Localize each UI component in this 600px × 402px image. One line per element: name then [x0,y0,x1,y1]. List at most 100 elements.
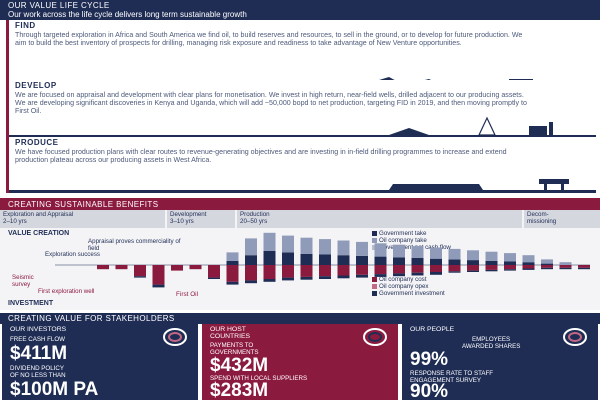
phase-development-name: Development [170,211,207,218]
bar-government-take [504,261,516,265]
develop-rig-illustration [9,116,596,138]
phase-development-years: 3–10 yrs [170,218,194,225]
phase-production-name: Production [240,211,270,218]
bar-oil-company-cost [448,265,461,272]
bar-government-investment [245,280,257,284]
spend-label: SPEND WITH LOCAL SUPPLIERS [210,375,308,382]
fcf-value: $411M [10,343,68,364]
produce-panel: PRODUCE We have focused production plans… [6,137,596,193]
bar-government-investment [504,269,516,271]
bar-oil-company-take [319,239,331,255]
bar-government-investment [282,277,294,281]
stakeholders-band: CREATING VALUE FOR STAKEHOLDERS [0,313,600,324]
people-card: OUR PEOPLE EMPLOYEES AWARDED SHARES 99% … [402,324,598,401]
phase-decommissioning: Decom- missioning [524,210,600,228]
phase-development: Development 3–10 yrs [167,210,235,228]
bar-government-investment [263,279,276,282]
bar-government-investment [356,274,368,278]
phase-exploration-years: 2–10 yrs [3,218,27,225]
bar-oil-company-take [467,250,479,261]
phase-decom-name: Decom- [527,211,549,218]
payments-value: $432M [210,355,269,376]
bar-government-take [541,263,553,265]
bar-government-investment [578,267,590,270]
investment-label: INVESTMENT [8,300,54,307]
bar-government-take [300,253,313,265]
employees-value: 99% [410,349,449,370]
response-label-1: RESPONSE RATE TO STAFF [410,370,494,377]
bar-oil-company-take [263,232,276,251]
bar-oil-company-cost [171,265,183,271]
payments-label-2: GOVERNMENTS [210,349,259,356]
bar-government-investment [448,271,461,273]
stakeholders-cards: OUR INVESTORS FREE CASH FLOW $411M DIVID… [0,324,600,401]
bar-oil-company-take [559,262,572,265]
bar-government-investment [226,281,239,285]
value-creation-label: VALUE CREATION [8,230,70,237]
produce-vessel-illustration [9,179,596,193]
bar-government-investment [559,267,572,270]
bar-government-investment [319,276,331,279]
dividend-label-1: DIVIDEND POLICY [10,365,64,372]
benefits-chart-area: Exploration and Appraisal 2–10 yrs Devel… [0,210,600,310]
bar-oil-company-take [504,253,516,262]
bar-government-investment [300,276,313,280]
investors-title: OUR INVESTORS [10,326,67,333]
bar-oil-company-cost [578,265,590,268]
company-logo-icon [363,328,387,346]
bar-oil-company-cost [226,265,239,282]
bar-government-investment [485,269,498,272]
develop-text: We are focused on appraisal and developm… [15,91,527,115]
bar-oil-company-cost [467,265,479,271]
first-well-annotation: First exploration well [38,288,95,295]
legend-item-government-take: Government take [372,230,451,237]
company-logo-icon [563,328,587,346]
bar-oil-company-take [541,259,553,264]
phase-decom-years: missioning [527,218,557,225]
bar-government-investment [393,273,405,277]
bar-oil-company-cost [300,265,313,277]
fcf-label: FREE CASH FLOW [10,336,66,343]
bar-government-take [393,257,405,265]
bar-government-take [374,256,387,265]
bar-oil-company-take [245,238,257,256]
produce-text: We have focused production plans with cl… [15,148,507,164]
bar-government-investment [374,274,387,277]
company-logo-icon [163,328,187,346]
bar-government-take [356,255,368,265]
bar-government-take [319,254,331,265]
bar-oil-company-cost [282,265,294,278]
bar-government-take [411,258,424,265]
bar-oil-company-cost [208,265,220,278]
bar-oil-company-take [448,248,461,260]
bar-oil-company-cost [152,265,165,285]
phase-production-years: 20–50 yrs [240,218,268,225]
phase-strip: Exploration and Appraisal 2–10 yrs Devel… [0,210,600,228]
bar-government-take [522,262,535,265]
appraisal-annotation: Appraisal proves commerciality of field [88,238,181,252]
investors-card: OUR INVESTORS FREE CASH FLOW $411M DIVID… [2,324,198,400]
phase-production: Production 20–50 yrs [237,210,522,228]
dividend-label-2: OF NO LESS THAN [10,372,66,379]
employees-label-1: EMPLOYEES [472,336,511,343]
develop-title: DEVELOP [15,81,57,90]
bar-government-investment [541,267,553,270]
people-title: OUR PEOPLE [410,326,455,333]
bar-oil-company-take [522,255,535,263]
bar-oil-company-cost [134,265,146,277]
benefits-bar-chart [55,232,590,288]
bar-oil-company-cost [115,265,128,270]
payments-label-1: PAYMENTS TO [210,342,254,349]
bar-oil-company-take [411,246,424,258]
bar-oil-company-cost [504,265,516,270]
bar-government-investment [411,272,424,276]
find-text: Through targeted exploration in Africa a… [15,31,523,47]
header-bar: OUR VALUE LIFE CYCLE Our work across the… [0,0,600,20]
bar-oil-company-take [226,252,239,261]
bar-oil-company-cost [374,265,387,275]
bar-oil-company-take [430,247,442,259]
bar-oil-company-take [374,243,387,257]
bar-oil-company-cost [356,265,368,275]
bar-government-investment [522,268,535,270]
find-title: FIND [15,21,36,30]
